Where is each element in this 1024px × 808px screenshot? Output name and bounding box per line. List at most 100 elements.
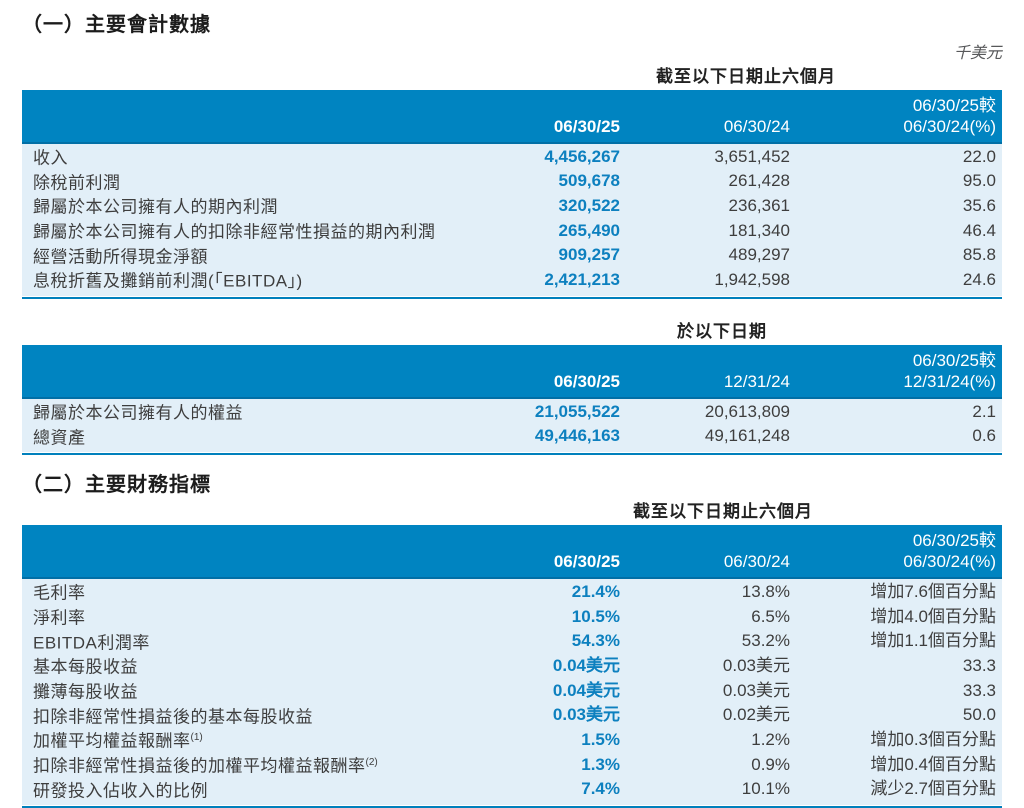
section-title-financial-indicators: （二）主要財務指標 (22, 474, 211, 497)
row-label: 淨利率 (22, 603, 450, 629)
currency-unit-note: 千美元 (953, 45, 1002, 62)
value-prior-period: 1.2% (620, 727, 790, 752)
table-bottom-rule (22, 452, 1002, 456)
value-change: 增加0.3個百分點 (790, 727, 1002, 752)
table-row: 研發投入佔收入的比例 7.4% 10.1% 減少2.7個百分點 (22, 776, 1002, 806)
value-prior-period: 49,161,248 (620, 423, 790, 453)
value-change: 24.6 (790, 267, 1002, 296)
row-label: 扣除非經常性損益後的基本每股收益 (22, 702, 450, 728)
header-spacer (22, 116, 450, 144)
value-current-period: 909,257 (450, 242, 620, 268)
row-label: 基本每股收益 (22, 653, 450, 678)
table-row: 毛利率 21.4% 13.8% 增加7.6個百分點 (22, 578, 1002, 604)
column-header-change-line2: 12/31/24(%) (790, 370, 1002, 399)
table-bottom-rule (22, 295, 1002, 299)
row-label: 除稅前利潤 (22, 168, 450, 194)
header-spacer (22, 90, 790, 116)
row-label: 研發投入佔收入的比例 (22, 776, 450, 806)
table-header: 06/30/25較 06/30/25 06/30/24 06/30/24(%) (22, 90, 1002, 144)
column-header-prior: 06/30/24 (620, 551, 790, 580)
value-change: 22.0 (790, 143, 1002, 169)
period-header-table1: 截至以下日期止六個月 (22, 66, 1002, 88)
column-header-change-line2: 06/30/24(%) (790, 116, 1002, 144)
table-row: 基本每股收益 0.04美元 0.03美元 33.3 (22, 653, 1002, 678)
table-header: 06/30/25較 06/30/25 06/30/24 06/30/24(%) (22, 525, 1002, 580)
row-label: 總資產 (22, 423, 450, 453)
value-current-period: 1.5% (450, 727, 620, 752)
value-current-period: 1.3% (450, 751, 620, 777)
header-spacer (22, 344, 790, 371)
table-row: 淨利率 10.5% 6.5% 增加4.0個百分點 (22, 603, 1002, 629)
column-header-current: 06/30/25 (450, 116, 620, 144)
value-change: 0.6 (790, 423, 1002, 453)
value-current-period: 54.3% (450, 628, 620, 654)
value-change: 2.1 (790, 397, 1002, 424)
value-current-period: 10.5% (450, 603, 620, 629)
table-row: 扣除非經常性損益後的基本每股收益 0.03美元 0.02美元 50.0 (22, 702, 1002, 728)
column-header-change-line1: 06/30/25較 (790, 344, 1002, 371)
table-row: 加權平均權益報酬率(1) 1.5% 1.2% 增加0.3個百分點 (22, 727, 1002, 752)
row-label: 歸屬於本公司擁有人的期內利潤 (22, 193, 450, 218)
financial-indicators-table: 06/30/25較 06/30/25 06/30/24 06/30/24(%) … (22, 525, 1002, 806)
value-current-period: 21,055,522 (450, 397, 620, 424)
table-row: 總資產 49,446,163 49,161,248 0.6 (22, 423, 1002, 453)
table-row: EBITDA利潤率 54.3% 53.2% 增加1.1個百分點 (22, 628, 1002, 654)
period-header-text: 截至以下日期止六個月 (656, 67, 836, 86)
value-prior-period: 261,428 (620, 168, 790, 194)
header-spacer (22, 525, 790, 552)
row-label: 攤薄每股收益 (22, 677, 450, 703)
row-label: 毛利率 (22, 578, 450, 604)
balance-data-table: 06/30/25較 06/30/25 12/31/24 12/31/24(%) … (22, 344, 1002, 453)
table-row: 歸屬於本公司擁有人的權益 21,055,522 20,613,809 2.1 (22, 397, 1002, 424)
value-change: 95.0 (790, 168, 1002, 194)
value-prior-period: 53.2% (620, 628, 790, 654)
value-current-period: 265,490 (450, 217, 620, 243)
table-row: 除稅前利潤 509,678 261,428 95.0 (22, 168, 1002, 194)
column-header-change-line1: 06/30/25較 (790, 90, 1002, 116)
value-current-period: 0.04美元 (450, 653, 620, 678)
column-header-change-line2: 06/30/24(%) (790, 551, 1002, 580)
row-label: EBITDA利潤率 (22, 628, 450, 654)
column-header-change-line1: 06/30/25較 (790, 525, 1002, 552)
row-label: 歸屬於本公司擁有人的權益 (22, 397, 450, 424)
value-current-period: 21.4% (450, 578, 620, 604)
value-prior-period: 0.9% (620, 751, 790, 777)
value-prior-period: 1,942,598 (620, 267, 790, 296)
header-spacer (22, 551, 450, 580)
table-row: 歸屬於本公司擁有人的扣除非經常性損益的期內利潤 265,490 181,340 … (22, 217, 1002, 243)
value-prior-period: 3,651,452 (620, 143, 790, 169)
value-current-period: 2,421,213 (450, 267, 620, 296)
value-change: 增加0.4個百分點 (790, 751, 1002, 777)
value-prior-period: 10.1% (620, 776, 790, 806)
row-label: 經營活動所得現金淨額 (22, 242, 450, 268)
value-prior-period: 236,361 (620, 193, 790, 218)
period-header-text: 於以下日期 (677, 321, 767, 341)
period-header-text: 截至以下日期止六個月 (633, 502, 813, 522)
value-prior-period: 0.03美元 (620, 653, 790, 678)
value-prior-period: 20,613,809 (620, 397, 790, 424)
table-row: 收入 4,456,267 3,651,452 22.0 (22, 143, 1002, 169)
table-row: 經營活動所得現金淨額 909,257 489,297 85.8 (22, 242, 1002, 268)
row-label: 收入 (22, 143, 450, 169)
table-row: 息稅折舊及攤銷前利潤(「EBITDA」) 2,421,213 1,942,598… (22, 267, 1002, 296)
period-header-table3: 截至以下日期止六個月 (22, 501, 1002, 523)
value-prior-period: 489,297 (620, 242, 790, 268)
value-current-period: 0.03美元 (450, 702, 620, 728)
value-current-period: 0.04美元 (450, 677, 620, 703)
row-label: 歸屬於本公司擁有人的扣除非經常性損益的期內利潤 (22, 217, 450, 243)
table-row: 歸屬於本公司擁有人的期內利潤 320,522 236,361 35.6 (22, 193, 1002, 218)
table-row: 攤薄每股收益 0.04美元 0.03美元 33.3 (22, 677, 1002, 703)
value-prior-period: 0.02美元 (620, 702, 790, 728)
value-current-period: 509,678 (450, 168, 620, 194)
table-header: 06/30/25較 06/30/25 12/31/24 12/31/24(%) (22, 344, 1002, 399)
value-current-period: 7.4% (450, 776, 620, 806)
value-current-period: 320,522 (450, 193, 620, 218)
value-current-period: 49,446,163 (450, 423, 620, 453)
column-header-current: 06/30/25 (450, 551, 620, 580)
value-change: 85.8 (790, 242, 1002, 268)
value-current-period: 4,456,267 (450, 143, 620, 169)
accounting-data-table: 06/30/25較 06/30/25 06/30/24 06/30/24(%) … (22, 90, 1002, 296)
value-change: 46.4 (790, 217, 1002, 243)
value-prior-period: 181,340 (620, 217, 790, 243)
column-header-prior: 06/30/24 (620, 116, 790, 144)
